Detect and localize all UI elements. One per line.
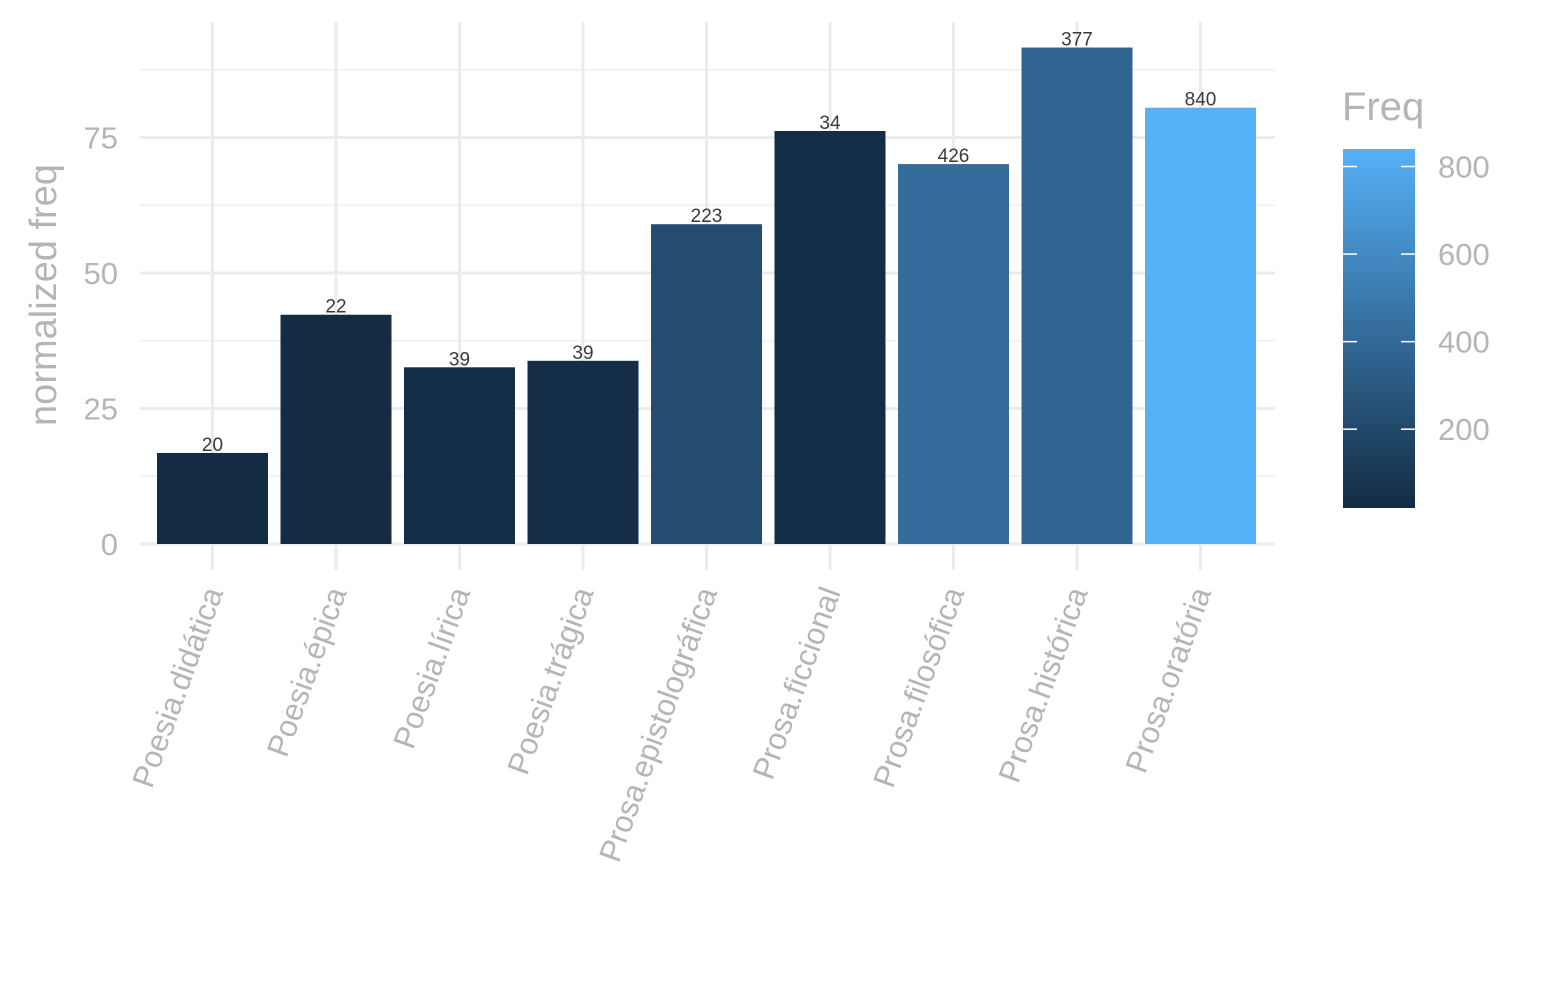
y-tick-label: 75 xyxy=(84,121,118,156)
data-label: 840 xyxy=(1185,90,1217,111)
data-label: 426 xyxy=(938,146,970,167)
legend-colorbar xyxy=(1343,149,1415,508)
x-tick-label: Prosa.ficcional xyxy=(746,582,848,783)
bar xyxy=(651,224,762,544)
data-label: 34 xyxy=(819,113,841,134)
x-tick-label: Prosa.histórica xyxy=(992,582,1095,787)
data-label: 20 xyxy=(202,435,223,456)
bar xyxy=(404,367,515,544)
bar xyxy=(898,164,1009,545)
y-tick-label: 0 xyxy=(101,527,118,562)
data-label: 39 xyxy=(449,349,470,370)
x-tick-label: Prosa.filosófica xyxy=(866,582,971,792)
data-labels: 20 22 39 39 223 34 426 377 840 xyxy=(202,30,1216,456)
data-label: 39 xyxy=(572,343,593,364)
x-tick-label: Poesia.trágica xyxy=(500,582,600,779)
y-tick-label: 50 xyxy=(84,256,118,291)
y-axis: 0 25 50 75 xyxy=(84,121,118,563)
bar xyxy=(1145,107,1256,544)
bar xyxy=(157,452,268,544)
legend: Freq 200 400 600 800 xyxy=(1342,85,1490,508)
data-label: 377 xyxy=(1061,30,1093,51)
x-tick-label: Poesia.didática xyxy=(125,582,230,792)
y-axis-title: normalized freq xyxy=(23,164,65,426)
bar xyxy=(774,130,886,544)
legend-tick-label: 800 xyxy=(1438,150,1490,185)
legend-tick-label: 600 xyxy=(1438,237,1490,272)
x-tick-label: Prosa.epistolográfica xyxy=(592,582,724,867)
bars xyxy=(157,47,1256,545)
data-label: 223 xyxy=(691,206,723,227)
x-tick-label: Prosa.oratória xyxy=(1119,582,1219,778)
x-axis: Poesia.didática Poesia.épica Poesia.lírica… xyxy=(125,582,1218,867)
legend-tick-label: 400 xyxy=(1438,325,1490,360)
legend-title: Freq xyxy=(1342,85,1424,129)
bar xyxy=(527,360,639,544)
y-tick-label: 25 xyxy=(84,392,118,427)
bar xyxy=(1021,47,1133,544)
bar xyxy=(280,314,392,544)
x-tick-label: Poesia.épica xyxy=(260,582,354,761)
legend-tick-label: 200 xyxy=(1438,412,1490,447)
x-tick-label: Poesia.lírica xyxy=(386,582,477,753)
data-label: 22 xyxy=(325,297,346,318)
